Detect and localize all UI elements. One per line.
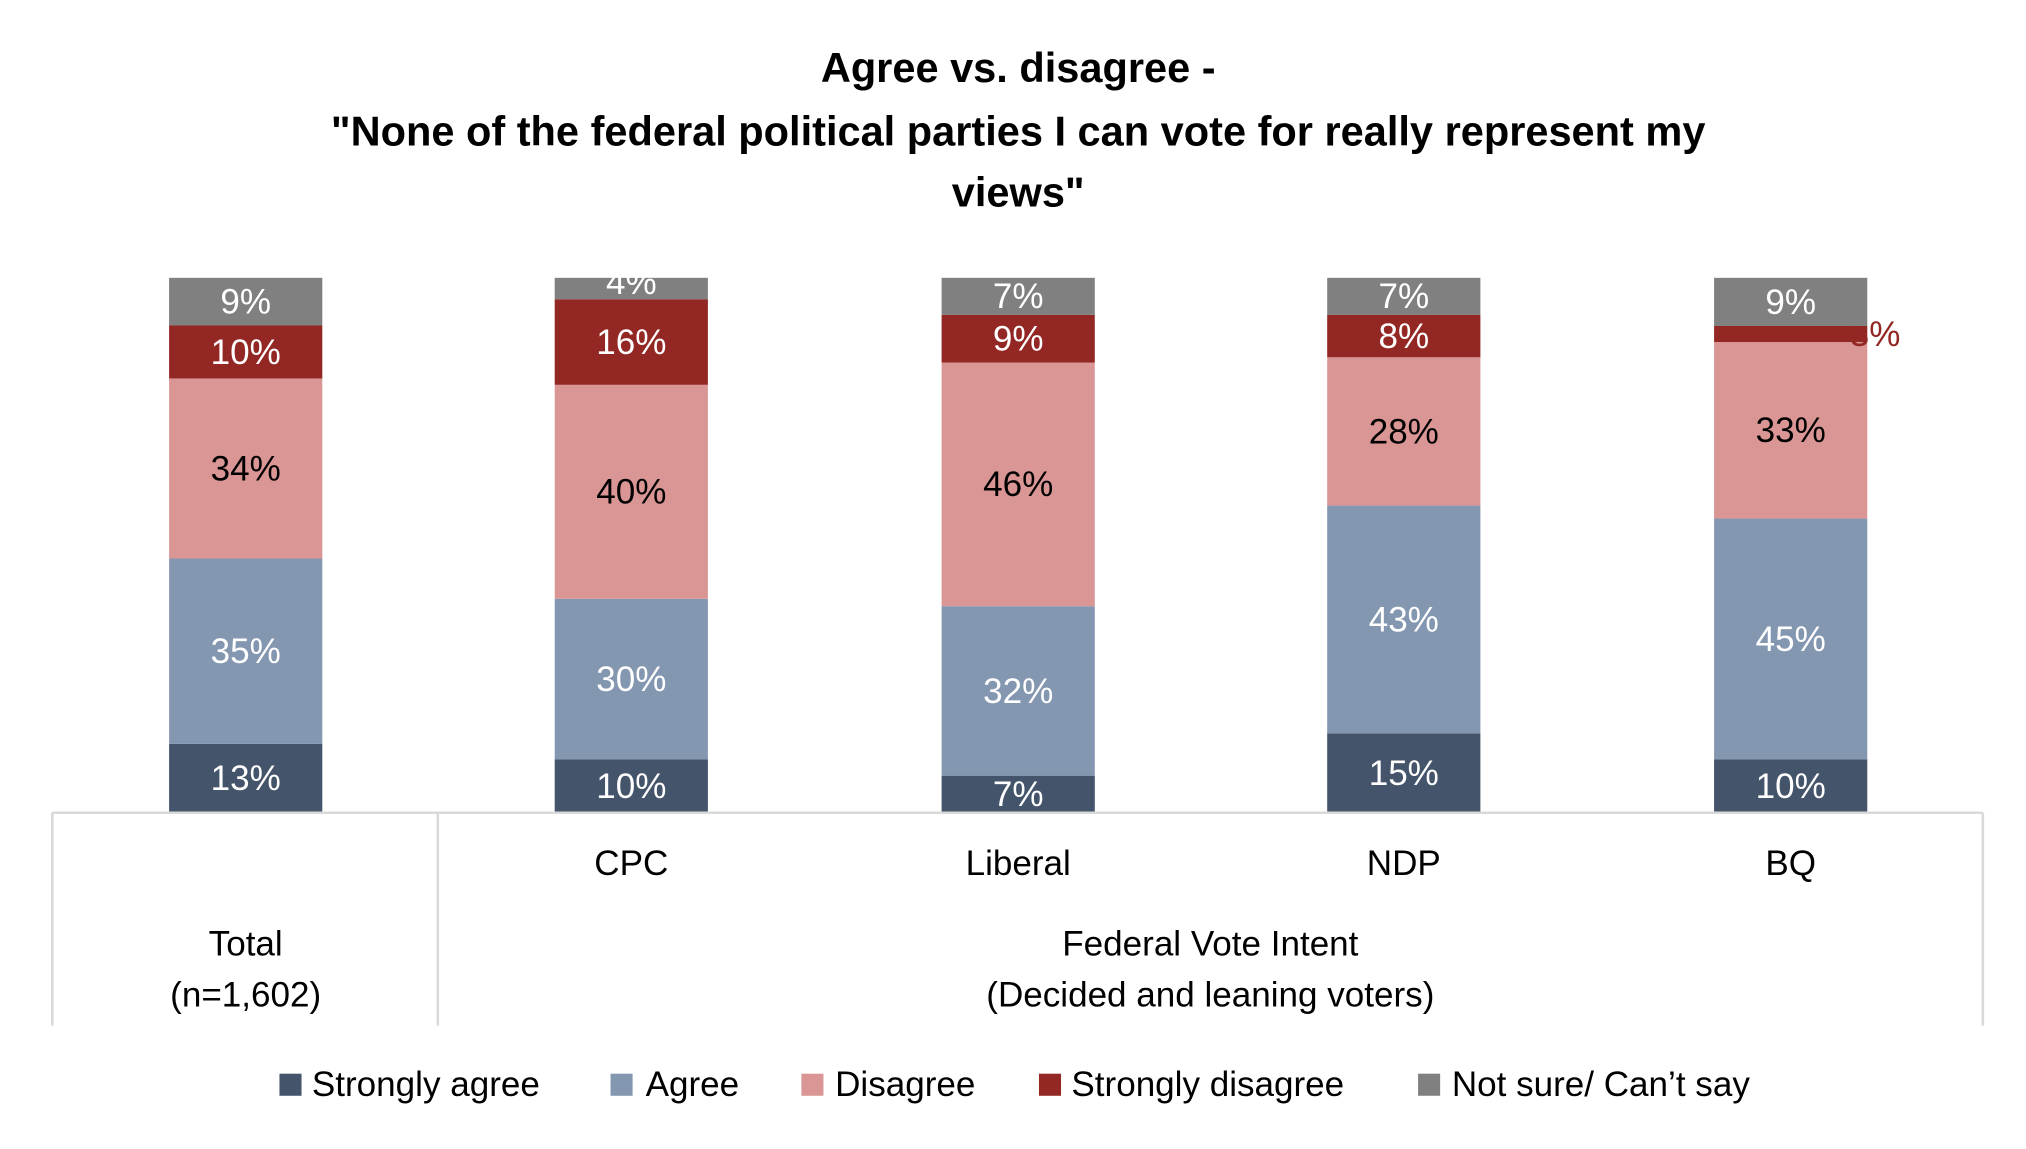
legend-swatch <box>1418 1073 1441 1096</box>
legend-swatch <box>610 1073 633 1096</box>
data-label: 43% <box>1369 600 1439 639</box>
bar-segment-agree-4 <box>1714 518 1868 760</box>
chart-title-line-3: views" <box>952 168 1085 215</box>
data-label: 40% <box>596 473 666 512</box>
group-sublabel-vote-intent: (Decided and leaning voters) <box>986 975 1434 1014</box>
bar-segment-not-sure-can-t-say-1 <box>554 277 708 300</box>
data-label: 33% <box>1756 411 1826 450</box>
legend-label: Strongly disagree <box>1071 1065 1344 1104</box>
category-labels: CPC Liberal NDP BQ <box>594 844 1816 883</box>
bar-segment-strongly-agree-3 <box>1327 733 1481 813</box>
legend: Strongly agree Agree Disagree Strongly disa… <box>279 1065 1750 1104</box>
legend-label: Strongly agree <box>312 1065 540 1104</box>
bar-segment-strongly-agree-2 <box>941 775 1095 813</box>
group-label-vote-intent: Federal Vote Intent <box>1062 925 1358 964</box>
data-label: 15% <box>1369 754 1439 793</box>
bar-segment-agree-1 <box>554 598 708 760</box>
data-label: 10% <box>596 767 666 806</box>
legend-label: Agree <box>646 1065 740 1104</box>
data-label: 9% <box>993 320 1044 359</box>
data-label: 4% <box>606 263 657 302</box>
bar-segment-strongly-agree-1 <box>554 759 708 813</box>
data-label: 45% <box>1756 620 1826 659</box>
bar-segment-strongly-agree-0 <box>169 743 323 813</box>
chart-title-line-1: Agree vs. disagree - <box>821 44 1216 91</box>
category-label: Liberal <box>966 844 1071 883</box>
data-label: 28% <box>1369 412 1439 451</box>
data-label: 9% <box>220 283 271 322</box>
group-label-total: Total <box>209 925 283 964</box>
bar-segment-disagree-2 <box>941 362 1095 607</box>
legend-swatch <box>801 1073 824 1096</box>
category-label: NDP <box>1367 844 1441 883</box>
category-label: CPC <box>594 844 668 883</box>
data-label: 13% <box>211 759 281 798</box>
bars: 13% 35% 34% 10% 9% 10% 30% 40% 16% 4% 7% 32% 46% 9% 7%… <box>169 263 1900 814</box>
data-label: 35% <box>211 632 281 671</box>
bar-segment-not-sure-can-t-say-3 <box>1327 277 1481 315</box>
bar-segment-strongly-disagree-0 <box>169 325 323 379</box>
bar-segment-agree-2 <box>941 606 1095 776</box>
bar-segment-strongly-agree-4 <box>1714 759 1868 813</box>
bar-segment-not-sure-can-t-say-4 <box>1714 277 1868 326</box>
bar-segment-disagree-1 <box>554 384 708 599</box>
data-label: 7% <box>993 775 1044 814</box>
bar-segment-agree-0 <box>169 558 323 744</box>
bar-segment-strongly-disagree-1 <box>554 299 708 385</box>
data-label: 8% <box>1378 317 1429 356</box>
data-label: 30% <box>596 660 666 699</box>
data-label: 10% <box>211 333 281 372</box>
legend-label: Not sure/ Can’t say <box>1452 1065 1750 1104</box>
data-label: 16% <box>596 323 666 362</box>
data-label: 7% <box>993 277 1044 316</box>
bar-segment-agree-3 <box>1327 505 1481 734</box>
bar-segment-not-sure-can-t-say-2 <box>941 277 1095 315</box>
legend-label: Disagree <box>835 1065 975 1104</box>
bar-segment-strongly-disagree-2 <box>941 314 1095 363</box>
bar-segment-disagree-3 <box>1327 357 1481 506</box>
bar-segment-disagree-0 <box>169 378 323 559</box>
bar-segment-strongly-disagree-3 <box>1327 314 1481 358</box>
data-label: 34% <box>211 449 281 488</box>
data-label: 46% <box>983 465 1053 504</box>
legend-swatch <box>1038 1073 1062 1096</box>
legend-swatch <box>279 1073 302 1096</box>
category-label: BQ <box>1765 844 1816 883</box>
category-table <box>50 811 1985 1026</box>
bar-segment-disagree-4 <box>1714 342 1868 519</box>
bar-segment-strongly-disagree-4 <box>1714 325 1868 343</box>
data-label: 9% <box>1765 283 1816 322</box>
data-label: 32% <box>983 672 1053 711</box>
data-label: 10% <box>1756 767 1826 806</box>
group-sublabel-total: (n=1,602) <box>170 975 321 1014</box>
data-label: 7% <box>1378 277 1429 316</box>
chart-title-line-2: "None of the federal political parties I… <box>331 107 1706 154</box>
bar-segment-not-sure-can-t-say-0 <box>169 277 323 326</box>
